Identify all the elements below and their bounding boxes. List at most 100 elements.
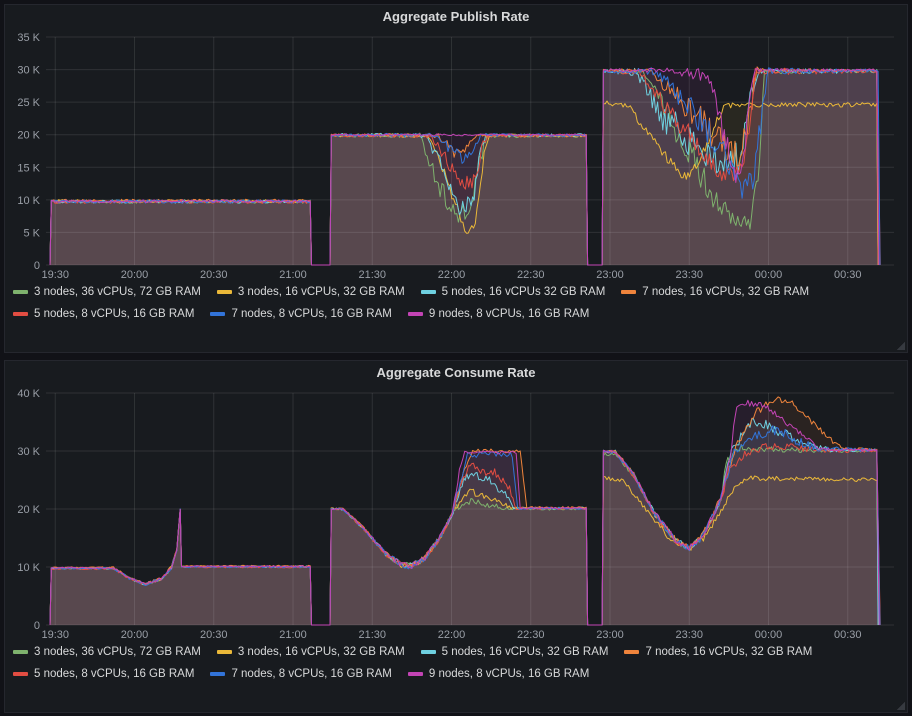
x-axis-tick-label: 23:30 [675, 629, 703, 641]
legend-item[interactable]: 5 nodes, 16 vCPUs 32 GB RAM [420, 283, 606, 301]
y-axis-tick-label: 10 K [17, 195, 40, 207]
y-axis-tick-label: 20 K [17, 130, 40, 142]
legend-item[interactable]: 7 nodes, 16 vCPUs, 32 GB RAM [621, 283, 809, 301]
legend-series-swatch [13, 290, 28, 294]
y-axis-tick-label: 10 K [17, 562, 40, 574]
panel-title[interactable]: Aggregate Consume Rate [376, 365, 536, 380]
legend-item[interactable]: 3 nodes, 36 vCPUs, 72 GB RAM [13, 283, 201, 301]
y-axis-tick-label: 0 [34, 620, 40, 632]
series-line [49, 67, 880, 266]
legend-series-label: 7 nodes, 8 vCPUs, 16 GB RAM [231, 668, 392, 680]
legend-series-label: 7 nodes, 16 vCPUs, 32 GB RAM [645, 646, 813, 658]
y-axis-tick-label: 30 K [17, 446, 40, 458]
legend-series-label: 5 nodes, 8 vCPUs, 16 GB RAM [34, 308, 195, 320]
x-axis-tick-label: 21:00 [279, 269, 307, 281]
y-axis-tick-label: 40 K [17, 388, 40, 400]
x-axis-tick-label: 21:00 [279, 629, 307, 641]
x-axis-tick-label: 22:00 [438, 629, 466, 641]
x-axis-tick-label: 21:30 [358, 269, 386, 281]
y-axis-tick-label: 35 K [17, 32, 40, 44]
legend-series-swatch [210, 312, 226, 316]
series-area [50, 476, 879, 625]
series-area [50, 418, 879, 625]
legend-series-label: 3 nodes, 36 vCPUs, 72 GB RAM [34, 286, 201, 298]
legend-series-swatch [13, 672, 28, 676]
legend-series-swatch [624, 650, 640, 654]
legend-series-swatch [420, 290, 436, 294]
legend-series-swatch [216, 290, 232, 294]
time-series-chart-publish[interactable]: 0 5 K 10 K 15 K 20 K 25 K 30 K 35 K 19:30 20:00 20… [8, 29, 904, 281]
legend-series-label: 7 nodes, 8 vCPUs, 16 GB RAM [231, 308, 392, 320]
y-axis-tick-label: 20 K [17, 504, 40, 516]
x-axis-tick-label: 00:30 [834, 629, 862, 641]
y-axis-tick-label: 15 K [17, 162, 40, 174]
series-line [49, 425, 881, 626]
series-area [50, 68, 879, 266]
x-axis-tick-label: 22:00 [438, 269, 466, 281]
panel-resize-handle[interactable] [897, 342, 905, 350]
x-axis-tick-label: 19:30 [41, 629, 69, 641]
x-axis-tick-label: 23:00 [596, 629, 624, 641]
series-area [50, 69, 879, 265]
chart-container: 0 5 K 10 K 15 K 20 K 25 K 30 K 35 K 19:30 20:00 20… [5, 29, 907, 281]
legend-series-swatch [13, 650, 28, 654]
series-area [50, 400, 880, 625]
x-axis-tick-label: 21:30 [358, 629, 386, 641]
series-line [49, 399, 880, 626]
x-axis-tick-label: 19:30 [41, 269, 69, 281]
panel-aggregate-publish-rate: Aggregate Publish Rate 0 5 K 10 K 15 K 20 K 2… [4, 4, 908, 353]
legend-item[interactable]: 7 nodes, 16 vCPUs, 32 GB RAM [624, 643, 812, 661]
time-series-chart-consume[interactable]: 0 10 K 20 K 30 K 40 K 19:30 20:00 20:30 21:00 21:… [8, 385, 904, 641]
panel-resize-handle[interactable] [897, 702, 905, 710]
legend-series-swatch [13, 312, 28, 316]
series-line [49, 100, 879, 266]
y-axis-tick-label: 0 [34, 260, 40, 272]
legend-item[interactable]: 5 nodes, 8 vCPUs, 16 GB RAM [13, 305, 194, 323]
legend-item[interactable]: 5 nodes, 16 vCPUs, 32 GB RAM [420, 643, 609, 661]
panel-title[interactable]: Aggregate Publish Rate [382, 9, 530, 24]
y-axis-tick-label: 30 K [17, 65, 40, 77]
legend-series-label: 5 nodes, 16 vCPUs 32 GB RAM [441, 286, 606, 298]
x-axis-tick-label: 22:30 [517, 269, 545, 281]
legend-publish: 3 nodes, 36 vCPUs, 72 GB RAM 3 nodes, 16 … [5, 281, 907, 327]
legend-item[interactable]: 9 nodes, 8 vCPUs, 16 GB RAM [407, 305, 590, 323]
legend-item[interactable]: 3 nodes, 16 vCPUs, 32 GB RAM [216, 643, 405, 661]
legend-series-label: 3 nodes, 16 vCPUs, 32 GB RAM [237, 646, 405, 658]
x-axis-tick-label: 20:00 [121, 269, 149, 281]
legend-series-label: 3 nodes, 16 vCPUs, 32 GB RAM [237, 286, 405, 298]
legend-series-label: 5 nodes, 8 vCPUs, 16 GB RAM [34, 668, 195, 680]
series-area [50, 396, 880, 625]
series-area [50, 443, 881, 625]
legend-series-label: 7 nodes, 16 vCPUs, 32 GB RAM [642, 286, 810, 298]
legend-series-label: 5 nodes, 16 vCPUs, 32 GB RAM [441, 646, 609, 658]
legend-series-swatch [210, 672, 226, 676]
legend-series-label: 3 nodes, 36 vCPUs, 72 GB RAM [34, 646, 201, 658]
y-axis-tick-label: 25 K [17, 97, 40, 109]
legend-item[interactable]: 3 nodes, 16 vCPUs, 32 GB RAM [216, 283, 405, 301]
x-axis-tick-label: 00:00 [755, 269, 783, 281]
series-area [50, 101, 879, 265]
legend-item[interactable]: 9 nodes, 8 vCPUs, 16 GB RAM [407, 665, 589, 683]
x-axis-tick-label: 00:00 [755, 629, 783, 641]
chart-container: 0 10 K 20 K 30 K 40 K 19:30 20:00 20:30 21:00 21:… [5, 385, 907, 641]
panel-aggregate-consume-rate: Aggregate Consume Rate 0 10 K 20 K 30 K 40 K… [4, 360, 908, 713]
series-area [50, 444, 879, 625]
legend-series-swatch [407, 312, 423, 316]
x-axis-tick-label: 23:00 [596, 269, 624, 281]
x-axis-tick-label: 22:30 [517, 629, 545, 641]
y-axis-tick-label: 5 K [23, 227, 40, 239]
x-axis-tick-label: 00:30 [834, 269, 862, 281]
legend-item[interactable]: 7 nodes, 8 vCPUs, 16 GB RAM [210, 665, 392, 683]
legend-series-swatch [407, 672, 423, 676]
legend-series-swatch [216, 650, 232, 654]
legend-item[interactable]: 5 nodes, 8 vCPUs, 16 GB RAM [13, 665, 194, 683]
series-area [50, 425, 880, 625]
x-axis-tick-label: 23:30 [675, 269, 703, 281]
series-area [50, 66, 879, 266]
legend-series-label: 9 nodes, 8 vCPUs, 16 GB RAM [428, 308, 590, 320]
legend-item[interactable]: 3 nodes, 36 vCPUs, 72 GB RAM [13, 643, 201, 661]
legend-item[interactable]: 7 nodes, 8 vCPUs, 16 GB RAM [210, 305, 392, 323]
legend-consume: 3 nodes, 36 vCPUs, 72 GB RAM 3 nodes, 16 … [5, 641, 907, 687]
x-axis-tick-label: 20:30 [200, 269, 228, 281]
